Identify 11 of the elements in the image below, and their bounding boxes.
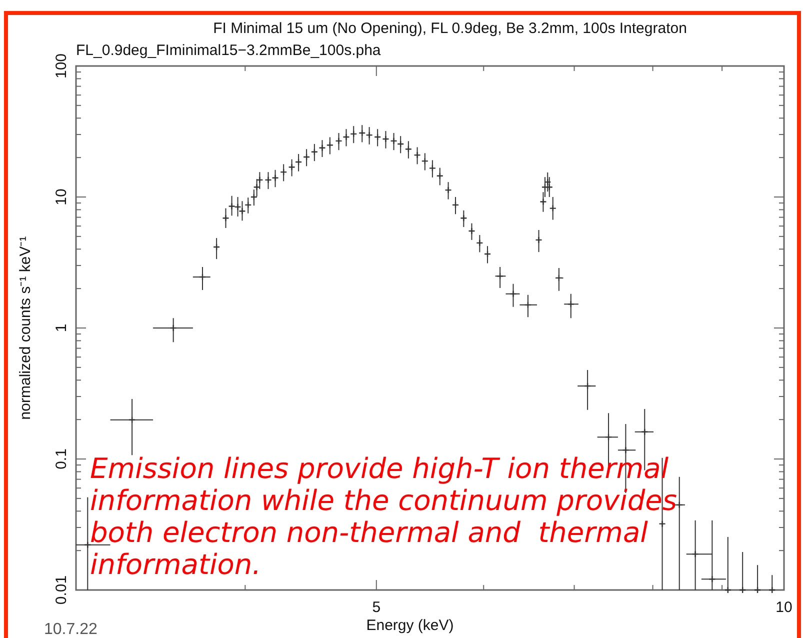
y-tick-label: 100 <box>53 53 70 79</box>
y-tick-label: 0.1 <box>53 448 70 470</box>
chart-title: FI Minimal 15 um (No Opening), FL 0.9deg, Be 3.2mm, 100s Integraton <box>213 20 687 37</box>
x-axis-title: Energy (keV) <box>366 617 454 634</box>
y-axis-title: normalized counts s⁻¹ keV⁻¹ <box>17 236 34 420</box>
y-tick-label: 10 <box>53 188 70 206</box>
y-tick-label: 0.01 <box>53 575 70 605</box>
x-tick-label: 5 <box>372 599 381 616</box>
chart-subtitle: FL_0.9deg_FIminimal15−3.2mmBe_100s.pha <box>76 42 382 59</box>
text: 10.7.22 <box>44 621 98 638</box>
y-tick-label: 1 <box>53 324 70 332</box>
